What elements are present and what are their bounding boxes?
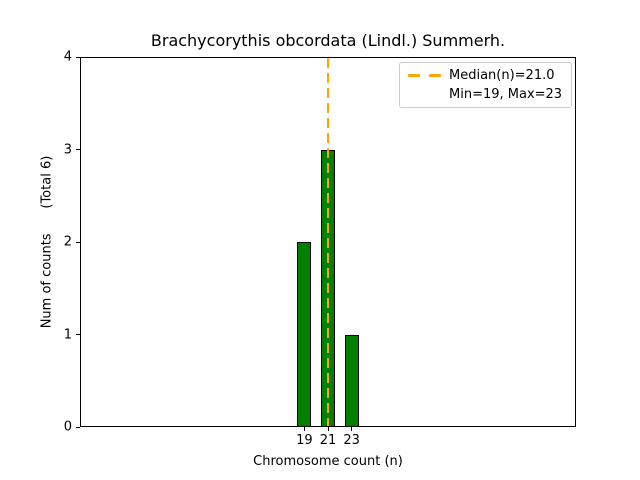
legend-label-median: Median(n)=21.0 — [449, 68, 555, 83]
legend: Median(n)=21.0 Min=19, Max=23 — [399, 62, 573, 108]
x-axis-label: Chromosome count (n) — [253, 454, 403, 469]
y-tick — [76, 334, 80, 335]
y-tick — [76, 149, 80, 150]
y-tick-label: 3 — [63, 142, 72, 157]
y-tick — [76, 426, 80, 428]
y-axis-label: Num of counts (Total 6) — [39, 155, 55, 329]
y-tick-label: 1 — [63, 327, 72, 342]
y-tick-label: 4 — [63, 49, 72, 65]
y-tick-label: 2 — [63, 234, 72, 250]
y-tick — [76, 241, 80, 243]
bar-n19 — [297, 242, 312, 427]
chart-title: Brachycorythis obcordata (Lindl.) Summer… — [150, 31, 506, 50]
dash-segment — [408, 74, 420, 77]
x-tick-label: 23 — [343, 433, 360, 448]
x-tick — [303, 427, 305, 431]
x-tick — [351, 427, 353, 431]
legend-label-minmax: Min=19, Max=23 — [449, 87, 563, 102]
median-dashed-line-icon — [408, 74, 441, 77]
x-tick — [327, 427, 329, 431]
y-tick-label: 0 — [63, 419, 72, 435]
legend-entry-median: Median(n)=21.0 — [408, 66, 562, 85]
x-tick-label: 21 — [319, 433, 337, 448]
y-tick — [76, 56, 80, 58]
median-line — [327, 58, 329, 426]
bar-n23 — [344, 334, 359, 427]
dash-segment — [429, 74, 441, 77]
x-tick-label: 19 — [296, 433, 313, 448]
legend-entry-minmax: Min=19, Max=23 — [408, 85, 562, 104]
